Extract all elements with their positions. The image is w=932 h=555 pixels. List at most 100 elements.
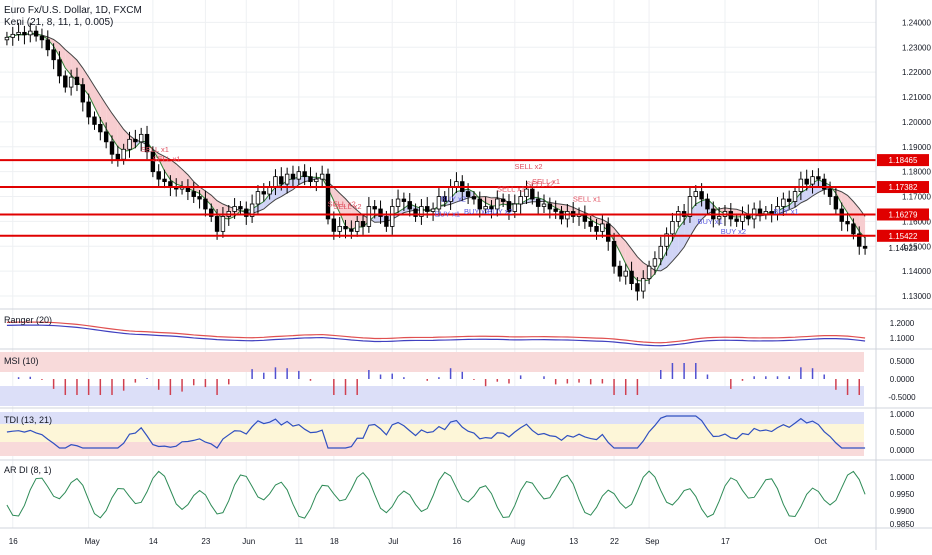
sell-signal-label: SELL x1	[153, 155, 181, 164]
y-tick-label: 1.14000	[902, 267, 931, 276]
candle-body	[811, 177, 815, 184]
x-tick-label: 16	[452, 537, 461, 546]
candle-body	[624, 271, 628, 276]
msi-upper-zone	[0, 352, 864, 372]
sell-signal-label: SELL x1	[141, 145, 169, 154]
candle-body	[606, 224, 610, 241]
candle-body	[525, 189, 529, 196]
candle-body	[688, 197, 692, 217]
candle-body	[531, 189, 535, 199]
buy-signal-label: BUY x2	[464, 207, 489, 216]
candle-body	[700, 192, 704, 199]
candle-body	[163, 179, 167, 181]
x-tick-label: 23	[201, 537, 210, 546]
panel-tick-label: 0.0000	[890, 375, 915, 384]
candle-body	[536, 199, 540, 206]
x-tick-label: Oct	[814, 537, 827, 546]
candle-body	[863, 246, 867, 248]
candle-body	[589, 221, 593, 226]
candle-body	[653, 259, 657, 266]
candle-body	[799, 179, 803, 191]
y-tick-label: 1.18000	[902, 168, 931, 177]
panel-label-tdi: TDI (13, 21)	[4, 415, 52, 425]
candle-body	[671, 221, 675, 233]
candle-body	[139, 134, 143, 141]
candle-body	[274, 177, 278, 187]
candle-body	[846, 221, 850, 223]
x-tick-label: Sep	[645, 537, 660, 546]
candle-body	[501, 199, 505, 201]
chart-title: Euro Fx/U.S. Dollar, 1D, FXCM	[4, 5, 142, 16]
candle-body	[198, 197, 202, 199]
x-tick-label: 16	[9, 537, 18, 546]
y-tick-label: 1.21000	[902, 93, 931, 102]
panel-label-ardi: AR DI (8, 1)	[4, 465, 52, 475]
candle-body	[303, 172, 307, 177]
buy-signal-label: BUY x1	[435, 209, 460, 218]
candle-body	[817, 177, 821, 179]
panel-tick-label: 0.5000	[890, 428, 915, 437]
panel-tick-label: 0.5000	[890, 357, 915, 366]
candle-body	[548, 204, 552, 209]
y-tick-label: 1.17000	[902, 193, 931, 202]
panel-tick-label: 1.2000	[890, 319, 915, 328]
candle-body	[233, 206, 237, 211]
panel-tick-label: -0.5000	[888, 393, 916, 402]
buy-signal-label: BUY x2	[441, 195, 466, 204]
candle-body	[169, 182, 173, 187]
y-tick-label: 1.23000	[902, 43, 931, 52]
candle-body	[40, 36, 44, 40]
candle-body	[326, 174, 330, 219]
candle-body	[706, 199, 710, 209]
candle-body	[355, 221, 359, 231]
candle-body	[315, 179, 319, 181]
candle-body	[192, 192, 196, 197]
panel-tick-label: 1.0000	[890, 410, 915, 419]
candle-body	[595, 226, 599, 231]
candle-body	[69, 77, 73, 87]
sell-signal-label: SELL x1	[573, 195, 601, 204]
panel-tick-label: 0.9850	[890, 520, 915, 529]
buy-signal-label: BUY x2	[721, 227, 746, 236]
candle-body	[291, 174, 295, 179]
x-tick-label: Aug	[511, 537, 525, 546]
price-level-label: 1.15422	[889, 232, 918, 241]
candle-body	[309, 177, 313, 182]
candle-body	[338, 226, 342, 231]
candle-body	[17, 32, 21, 34]
candle-body	[262, 192, 266, 194]
candle-body	[110, 142, 114, 154]
x-tick-label: Jul	[388, 537, 398, 546]
candle-body	[618, 266, 622, 276]
sell-signal-label: SELL x2	[334, 202, 362, 211]
candle-body	[58, 60, 62, 76]
candle-body	[385, 216, 389, 226]
candle-body	[104, 132, 108, 142]
y-tick-label: 1.22000	[902, 68, 931, 77]
panel-tick-label: 1.1000	[890, 334, 915, 343]
candle-body	[215, 216, 219, 231]
last-price-label: 1.14923	[889, 244, 918, 253]
tdi-lower-zone	[0, 442, 864, 456]
x-tick-label: 13	[569, 537, 578, 546]
sell-signal-label: SELL x1	[532, 177, 560, 186]
candle-body	[11, 34, 15, 37]
candle-body	[367, 206, 371, 226]
tdi-mid-zone	[0, 424, 864, 442]
candle-body	[361, 221, 365, 226]
x-tick-label: 17	[721, 537, 730, 546]
candle-body	[332, 219, 336, 231]
sell-signal-label: SELL x1	[497, 185, 525, 194]
candle-body	[256, 192, 260, 204]
candle-body	[285, 174, 289, 184]
buy-signal-label: BUY x1	[697, 217, 722, 226]
y-tick-label: 1.13000	[902, 292, 931, 301]
candle-body	[641, 279, 645, 291]
candle-body	[128, 139, 132, 149]
price-level-label: 1.16279	[889, 210, 918, 219]
candle-body	[472, 197, 476, 199]
x-tick-label: Jun	[242, 537, 255, 546]
candle-body	[787, 199, 791, 201]
